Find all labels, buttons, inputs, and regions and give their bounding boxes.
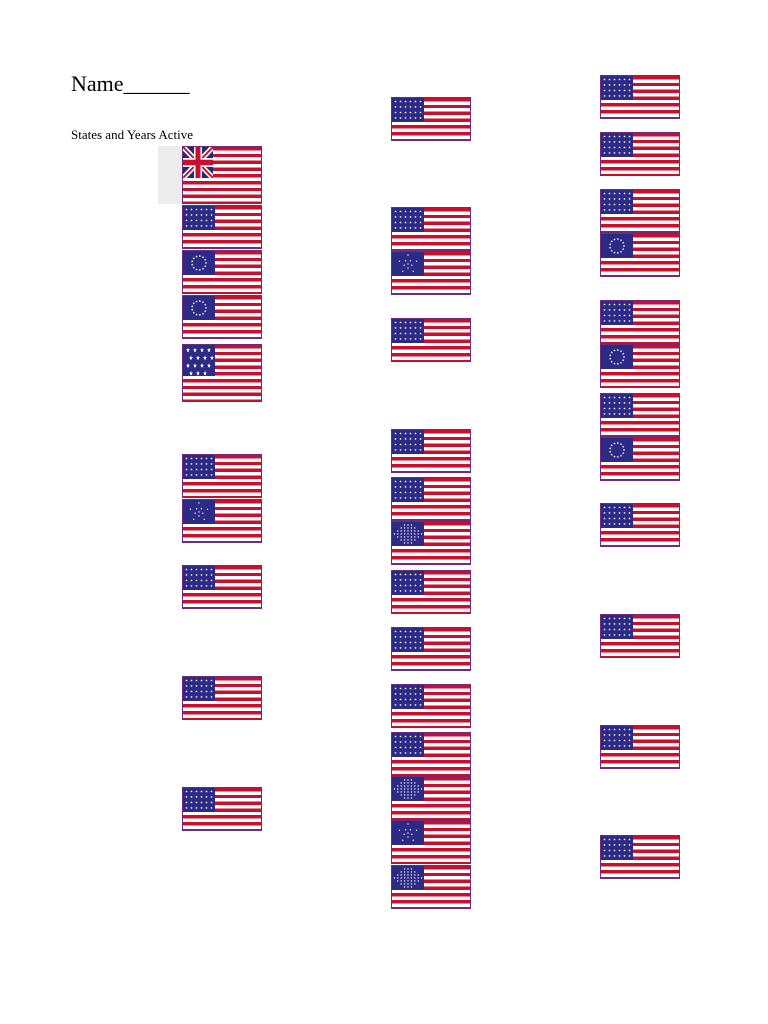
flag-33-stars-b [391, 732, 471, 776]
star-canton [183, 296, 215, 320]
flag-34-stars-diamond [391, 776, 471, 820]
flag-34-stars-great-star [391, 820, 471, 864]
star-canton [392, 522, 424, 546]
star-canton [392, 571, 424, 595]
star-canton [183, 788, 215, 812]
union-jack-canton [183, 147, 213, 178]
name-line: Name______ [71, 71, 190, 96]
star-canton [601, 836, 633, 860]
star-canton [601, 190, 633, 214]
flag-15-stars [182, 344, 262, 402]
star-canton [601, 345, 633, 369]
star-canton [392, 733, 424, 757]
flag-50-stars [600, 835, 680, 879]
flag-26-stars-great-star [391, 251, 471, 295]
flag-45-stars [600, 503, 680, 547]
star-canton [601, 133, 633, 157]
flag-20-stars-great-star [182, 499, 262, 543]
flag-20-stars [182, 454, 262, 498]
star-canton [601, 301, 633, 325]
flag-48-stars [600, 725, 680, 769]
flag-28-stars [391, 429, 471, 473]
star-canton [601, 76, 633, 100]
flag-26-stars [391, 207, 471, 251]
flag-38-stars [600, 189, 680, 233]
flag-21-stars [182, 565, 262, 609]
flag-37-stars [600, 132, 680, 176]
star-canton [392, 252, 424, 276]
flag-23-stars [182, 676, 262, 720]
star-canton [392, 685, 424, 709]
gray-shade [158, 146, 182, 204]
star-canton [392, 777, 424, 801]
flag-43-stars-circle [600, 344, 680, 388]
flag-44-stars [600, 393, 680, 437]
star-canton [183, 345, 215, 376]
star-canton [601, 726, 633, 750]
star-canton [183, 455, 215, 479]
flag-25-stars [391, 97, 471, 141]
star-canton [183, 677, 215, 701]
star-canton [601, 615, 633, 639]
star-canton [601, 234, 633, 258]
star-canton [183, 566, 215, 590]
flag-43-stars [600, 300, 680, 344]
star-canton [392, 866, 424, 890]
flag-46-stars [600, 614, 680, 658]
subtitle: States and Years Active [71, 127, 194, 142]
star-canton [183, 500, 215, 524]
flag-44-stars-circle [600, 437, 680, 481]
flag-35-stars-pattern [391, 865, 471, 909]
star-canton [183, 251, 215, 275]
flag-24-stars [182, 787, 262, 831]
star-canton [392, 821, 424, 845]
grand-union-flag [182, 146, 262, 204]
flag-13-stars-rows [182, 205, 262, 249]
star-canton [392, 478, 424, 502]
flag-27-stars [391, 318, 471, 362]
flag-13-stars-circle-b [182, 295, 262, 339]
flag-32-stars [391, 627, 471, 671]
star-canton [601, 504, 633, 528]
star-canton [183, 206, 215, 230]
flag-29-stars [391, 477, 471, 521]
flag-36-stars [600, 75, 680, 119]
star-canton [392, 98, 424, 122]
star-canton [392, 208, 424, 232]
flag-31-stars [391, 570, 471, 614]
star-canton [392, 430, 424, 454]
star-canton [392, 628, 424, 652]
star-canton [601, 438, 633, 462]
star-canton [601, 394, 633, 418]
star-canton [392, 319, 424, 343]
flag-38-stars-circle [600, 233, 680, 277]
flag-30-stars-diamond [391, 521, 471, 565]
flag-13-stars-circle [182, 250, 262, 294]
flag-33-stars [391, 684, 471, 728]
